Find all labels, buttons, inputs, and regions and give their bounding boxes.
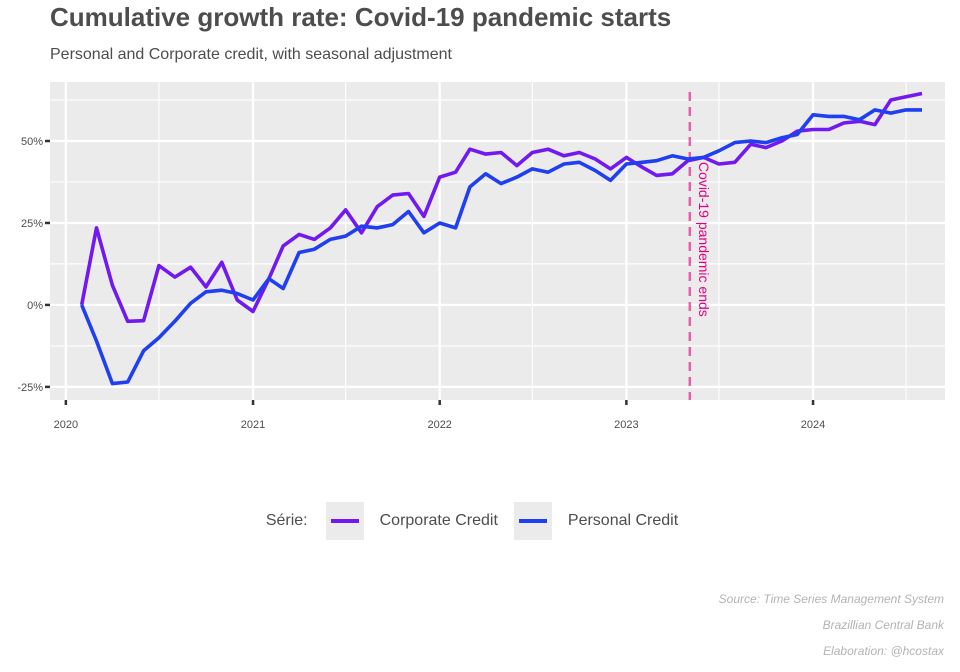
x-tick-label: 2022 xyxy=(427,419,451,431)
legend-label-corporate: Corporate Credit xyxy=(379,512,498,529)
series-line-corporate xyxy=(79,91,923,324)
caption-bank: Brazillian Central Bank xyxy=(822,618,944,632)
y-tick-label: 25% xyxy=(21,218,43,230)
legend: Série: Corporate Credit Personal Credit xyxy=(0,502,960,540)
legend-key-corporate xyxy=(325,502,364,540)
x-tick-label: 2024 xyxy=(801,419,825,431)
x-tick-label: 2021 xyxy=(241,419,265,431)
annotation-layer: Covid-19 pandemic ends xyxy=(688,92,712,400)
caption-source: Source: Time Series Management System xyxy=(718,592,944,606)
series-line-personal xyxy=(80,108,922,386)
x-tick-label: 2020 xyxy=(54,419,78,431)
y-tick-label: -25% xyxy=(17,382,43,394)
y-tick-label: 0% xyxy=(27,300,43,312)
legend-key-personal xyxy=(513,502,552,540)
legend-title: Série: xyxy=(265,512,308,529)
legend-swatch-personal xyxy=(518,519,547,523)
y-tick-label: 50% xyxy=(21,136,43,148)
x-tick-label: 2023 xyxy=(614,419,638,431)
legend-label-personal: Personal Credit xyxy=(567,512,679,529)
axes: -25% 0% 25% 50% 2020 2021 2022 2023 2024 xyxy=(17,136,825,431)
legend-swatch-corporate xyxy=(330,519,359,523)
pandemic-ends-label: Covid-19 pandemic ends xyxy=(696,162,712,317)
series-layer xyxy=(79,91,923,386)
chart-subtitle: Personal and Corporate credit, with seas… xyxy=(50,46,452,63)
caption-elaboration: Elaboration: @hcostax xyxy=(823,644,944,658)
chart-title: Cumulative growth rate: Covid-19 pandemi… xyxy=(50,2,672,32)
major-gridlines xyxy=(50,82,945,400)
